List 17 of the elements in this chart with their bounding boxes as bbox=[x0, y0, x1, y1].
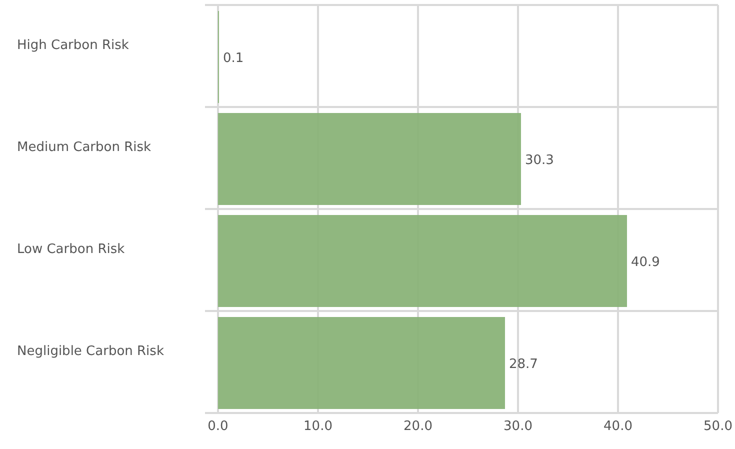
data-label: 40.9 bbox=[631, 255, 660, 270]
x-tick-label: 40.0 bbox=[604, 419, 632, 434]
x-tick-label: 10.0 bbox=[304, 419, 332, 434]
data-label: 0.1 bbox=[223, 51, 244, 66]
y-tick-label: Negligible Carbon Risk bbox=[17, 344, 164, 359]
x-tick-label: 20.0 bbox=[404, 419, 432, 434]
x-tick-label: 0.0 bbox=[208, 419, 228, 434]
bar bbox=[218, 317, 505, 409]
y-tick-label: Low Carbon Risk bbox=[17, 242, 126, 257]
bar bbox=[218, 113, 521, 205]
data-label: 30.3 bbox=[525, 153, 554, 168]
y-tick-label: Medium Carbon Risk bbox=[17, 140, 152, 155]
x-tick-label: 30.0 bbox=[504, 419, 532, 434]
bar bbox=[218, 215, 627, 307]
y-tick-label: High Carbon Risk bbox=[17, 38, 130, 53]
x-tick-label: 50.0 bbox=[704, 419, 732, 434]
data-label: 28.7 bbox=[509, 357, 538, 372]
